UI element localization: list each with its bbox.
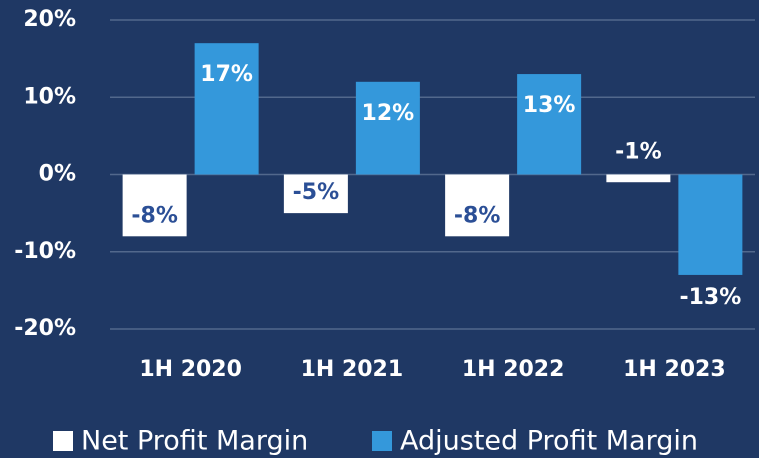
x-tick-label: 1H 2023: [623, 357, 726, 382]
y-tick-label: 0%: [39, 162, 76, 187]
bar: [283, 174, 348, 214]
y-tick-label: 20%: [23, 7, 76, 32]
bar: [678, 174, 743, 275]
bar: [517, 74, 582, 175]
legend-swatch: [372, 431, 392, 451]
data-label: -5%: [293, 180, 339, 205]
bar: [606, 174, 671, 183]
bar: [355, 81, 420, 175]
y-tick-label: -10%: [14, 239, 76, 264]
legend-label: Net Profit Margin: [81, 426, 308, 457]
bar: [445, 174, 510, 237]
data-label: -8%: [131, 203, 177, 228]
legend-label: Adjusted Profit Margin: [400, 426, 698, 457]
data-label: -1%: [615, 140, 661, 165]
y-tick-label: -20%: [14, 316, 76, 341]
data-label: 17%: [200, 62, 253, 87]
bar: [122, 174, 187, 237]
data-label: -13%: [679, 285, 741, 310]
y-tick-label: 10%: [23, 84, 76, 109]
data-label: 12%: [362, 101, 415, 126]
x-tick-label: 1H 2020: [139, 357, 242, 382]
data-label: 13%: [523, 93, 576, 118]
legend-swatch: [53, 431, 73, 451]
x-tick-label: 1H 2022: [462, 357, 565, 382]
bar: [194, 43, 259, 175]
x-tick-label: 1H 2021: [301, 357, 404, 382]
data-label: -8%: [454, 203, 500, 228]
